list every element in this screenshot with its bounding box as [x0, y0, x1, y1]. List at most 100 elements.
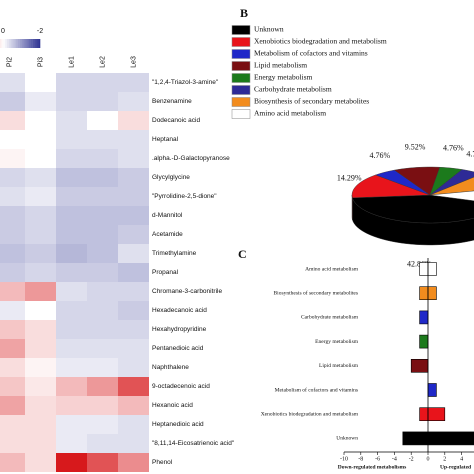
bar	[419, 407, 429, 422]
annotation: Down-regulated metabolisms	[338, 464, 407, 470]
heatmap-cell	[87, 225, 118, 244]
legend-label: Energy metabolism	[254, 73, 313, 82]
heatmap-cell	[87, 415, 118, 434]
colorbar-tick-label: 0	[1, 28, 5, 35]
heatmap-cell	[0, 130, 25, 149]
heatmap-cell	[0, 282, 25, 301]
bar	[419, 310, 429, 325]
annotation: Up-regulated	[440, 464, 471, 470]
row-label: d-Mannitol	[152, 212, 183, 219]
heatmap-cell	[87, 263, 118, 282]
legend-label: Metabolism of cofactors and vitamins	[254, 49, 368, 58]
heatmap-cell	[0, 244, 25, 263]
heatmap-cell	[0, 415, 25, 434]
colorbar-step	[6, 39, 9, 48]
row-label: Heptanal	[152, 136, 179, 143]
category-label: Unknown	[336, 436, 358, 442]
heatmap-cell	[87, 396, 118, 415]
pie-value-label: 9.52%	[405, 143, 426, 152]
colorbar-step	[32, 39, 35, 48]
column-label: Le1	[68, 56, 75, 68]
colorbar-step	[38, 39, 41, 48]
heatmap-cell	[25, 339, 56, 358]
row-label: Glycylglycine	[152, 174, 190, 181]
x-tick-label: -6	[375, 456, 380, 462]
pie-slice	[429, 167, 463, 196]
heatmap-cell	[25, 73, 56, 92]
heatmap-cell	[56, 358, 87, 377]
heatmap-cell	[87, 111, 118, 130]
category-label: Carbohydrate metabolism	[301, 315, 359, 321]
bar	[427, 286, 437, 301]
x-tick-label: -8	[358, 456, 363, 462]
heatmap-cell	[56, 434, 87, 453]
heatmap-cell	[118, 339, 149, 358]
heatmap-cell	[56, 396, 87, 415]
category-label: Metabolism of cofactors and vitamins	[275, 386, 358, 393]
legend-swatch	[231, 37, 251, 47]
colorbar-step	[30, 39, 33, 48]
heatmap-cell	[0, 168, 25, 187]
row-label: Heptanedioic acid	[152, 421, 204, 428]
heatmap-cell	[0, 263, 25, 282]
row-label: Acetamide	[152, 231, 183, 238]
heatmap-cell	[118, 168, 149, 187]
panel-label: C	[238, 247, 247, 261]
row-label: Propanal	[152, 269, 179, 276]
pie-value-label: 4.76%	[443, 144, 464, 153]
pie-slice	[374, 169, 431, 196]
colorbar-tick-label: -2	[37, 28, 43, 35]
row-label: Benzenamine	[152, 98, 192, 105]
heatmap-cell	[25, 92, 56, 111]
heatmap-cell	[87, 92, 118, 111]
heatmap-cell	[25, 263, 56, 282]
heatmap-cell	[0, 434, 25, 453]
heatmap-cell	[56, 301, 87, 320]
legend-label: Amino acid metabolism	[254, 109, 326, 118]
legend-label: Biosynthesis of secondary metabolites	[254, 97, 369, 106]
category-label: Energy metabolism	[315, 339, 359, 345]
heatmap-cell	[56, 187, 87, 206]
heatmap-cell	[25, 225, 56, 244]
heatmap-cell	[0, 358, 25, 377]
bar	[427, 431, 474, 446]
heatmap-cell	[87, 187, 118, 206]
row-label: Phenol	[152, 459, 173, 466]
heatmap-cell	[87, 149, 118, 168]
colorbar-step	[23, 39, 26, 48]
heatmap-cell	[0, 187, 25, 206]
colorbar-step	[15, 39, 19, 48]
heatmap-cell	[118, 225, 149, 244]
x-tick-label: -10	[340, 456, 348, 462]
heatmap-cell	[87, 320, 118, 339]
heatmap-cell	[56, 206, 87, 225]
heatmap-cell	[87, 244, 118, 263]
x-tick-label: 0	[427, 456, 430, 462]
panel-label: B	[240, 6, 248, 20]
heatmap-cell	[0, 225, 25, 244]
heatmap-cell	[118, 434, 149, 453]
heatmap-cell	[118, 301, 149, 320]
column-label: Le2	[99, 56, 106, 68]
heatmap-cell	[25, 168, 56, 187]
pie-slice	[429, 190, 474, 201]
heatmap-cell	[87, 377, 118, 396]
heatmap-cell	[87, 73, 118, 92]
heatmap-cell	[87, 358, 118, 377]
row-label: Trimethylamine	[152, 250, 197, 257]
heatmap-cell	[25, 301, 56, 320]
legend-swatch	[231, 73, 251, 83]
heatmap-cell	[118, 263, 149, 282]
bar	[419, 262, 429, 276]
heatmap-cell	[25, 415, 56, 434]
colorbar-step	[3, 39, 6, 48]
heatmap-cell	[118, 396, 149, 415]
heatmap-cell	[0, 206, 25, 225]
row-label: .alpha.-D-Galactopyranose	[152, 155, 230, 162]
heatmap-cell	[56, 149, 87, 168]
heatmap-cell	[87, 301, 118, 320]
heatmap-cell	[118, 244, 149, 263]
heatmap-cell	[25, 453, 56, 472]
colorbar-step	[17, 39, 20, 48]
